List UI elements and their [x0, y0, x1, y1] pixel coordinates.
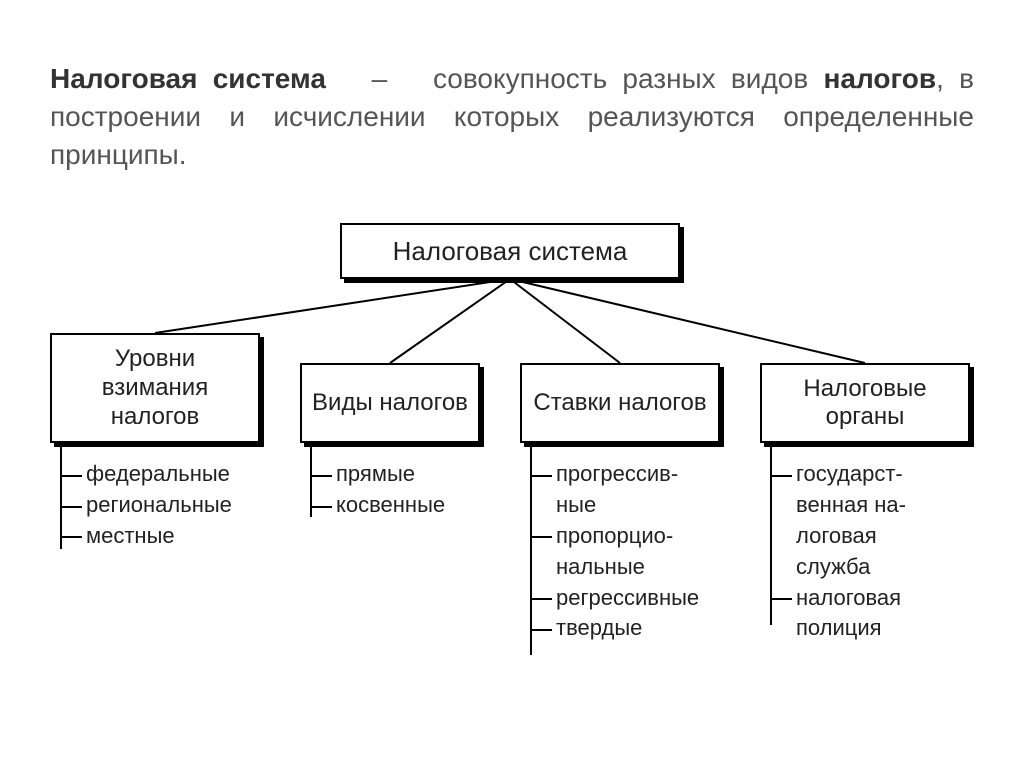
list-item-text: служба	[796, 552, 970, 583]
tick-icon	[770, 583, 796, 614]
list-item: логовая	[770, 521, 970, 552]
definition-dash: –	[372, 63, 388, 94]
branch-node-rates: Ставки налогов	[520, 363, 720, 443]
list-item-text: полиция	[796, 613, 970, 644]
tick-spacer	[770, 552, 796, 583]
list-item-text: пропорцио-	[556, 521, 720, 552]
definition-mid: совокупность разных видов	[433, 63, 808, 94]
list-item-text: логовая	[796, 521, 970, 552]
list-item: прогрессив-	[530, 459, 720, 490]
tick-spacer	[770, 490, 796, 521]
list-item: твердые	[530, 613, 720, 644]
term-taxes: налогов	[823, 63, 936, 94]
list-item: прямые	[310, 459, 480, 490]
tick-spacer	[530, 490, 556, 521]
list-item-text: федеральные	[86, 459, 260, 490]
list-item: полиция	[770, 613, 970, 644]
list-item: региональные	[60, 490, 260, 521]
definition-paragraph: Налоговая система – совокупность разных …	[50, 60, 974, 173]
list-item: регрессивные	[530, 583, 720, 614]
tick-spacer	[770, 521, 796, 552]
tick-icon	[310, 490, 336, 521]
tick-icon	[530, 613, 556, 644]
branch-node-levels: Уровни взимания налогов	[50, 333, 260, 443]
list-item: косвенные	[310, 490, 480, 521]
list-item-text: венная на-	[796, 490, 970, 521]
list-item-text: нальные	[556, 552, 720, 583]
list-item-text: регрессивные	[556, 583, 720, 614]
list-item: ные	[530, 490, 720, 521]
items-stub-levels	[60, 447, 62, 455]
tick-icon	[530, 521, 556, 552]
list-item: государст-	[770, 459, 970, 490]
list-item: местные	[60, 521, 260, 552]
tick-icon	[60, 490, 86, 521]
tick-icon	[60, 521, 86, 552]
tax-system-diagram: Налоговая система Уровни взимания налогов…	[50, 223, 980, 723]
items-stub-organs	[770, 447, 772, 455]
list-item-text: налоговая	[796, 583, 970, 614]
tick-icon	[60, 459, 86, 490]
list-item-text: местные	[86, 521, 260, 552]
list-item: венная на-	[770, 490, 970, 521]
list-item: служба	[770, 552, 970, 583]
page: Налоговая система – совокупность разных …	[0, 0, 1024, 767]
list-item: федеральные	[60, 459, 260, 490]
list-item-text: косвенные	[336, 490, 480, 521]
item-list-levels: федеральныерегиональныеместные	[60, 459, 260, 551]
item-list-rates: прогрессив-ныепропорцио-нальныерегрессив…	[530, 459, 720, 644]
tick-icon	[530, 583, 556, 614]
list-item-text: прогрессив-	[556, 459, 720, 490]
tick-spacer	[770, 613, 796, 644]
items-stub-types	[310, 447, 312, 455]
tick-spacer	[530, 552, 556, 583]
term-tax-system: Налоговая система	[50, 63, 326, 94]
list-item: пропорцио-	[530, 521, 720, 552]
list-item: нальные	[530, 552, 720, 583]
list-item-text: прямые	[336, 459, 480, 490]
list-item-text: твердые	[556, 613, 720, 644]
list-item-text: государст-	[796, 459, 970, 490]
list-item-text: региональные	[86, 490, 260, 521]
tick-icon	[310, 459, 336, 490]
tick-icon	[530, 459, 556, 490]
branch-node-types: Виды налогов	[300, 363, 480, 443]
item-list-organs: государст-венная на-логоваяслужбаналогов…	[770, 459, 970, 644]
list-item: налоговая	[770, 583, 970, 614]
items-stub-rates	[530, 447, 532, 455]
tick-icon	[770, 459, 796, 490]
item-list-types: прямыекосвенные	[310, 459, 480, 521]
root-node: Налоговая система	[340, 223, 680, 279]
branch-node-organs: Налоговые органы	[760, 363, 970, 443]
list-item-text: ные	[556, 490, 720, 521]
